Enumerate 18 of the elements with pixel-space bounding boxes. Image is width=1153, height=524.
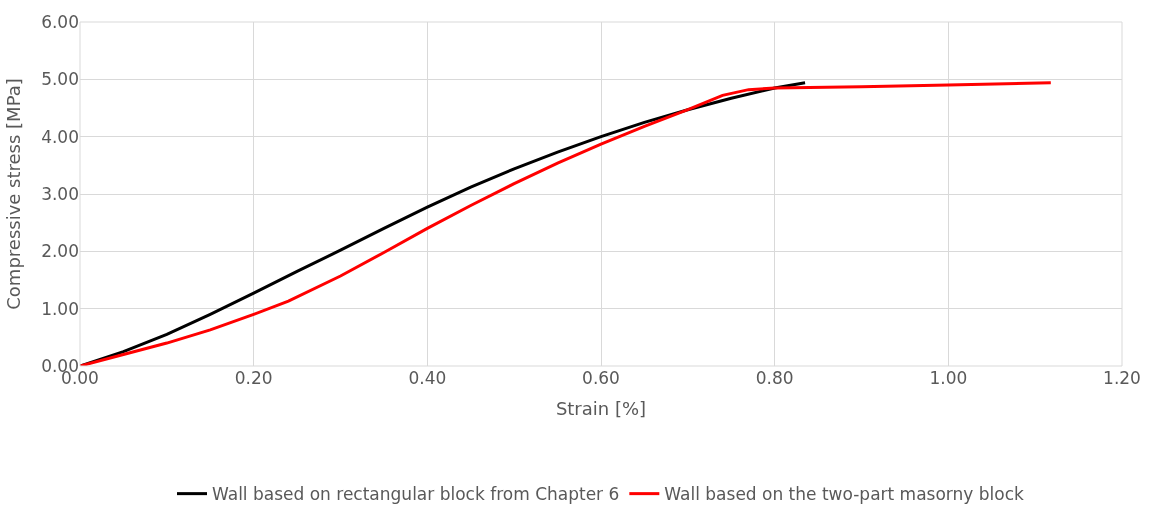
- line-series: [80, 81, 1053, 366]
- line-series: [80, 81, 807, 366]
- legend-label: Wall based on the two-part masorny block: [664, 484, 1025, 505]
- y-axis-title: Compressive stress [MPa]: [3, 78, 25, 310]
- y-tick-label: 6.00: [41, 11, 79, 32]
- x-tick-label: 0.40: [408, 368, 447, 388]
- y-tick-label: 1.00: [41, 298, 79, 319]
- y-tick-label: 2.00: [41, 241, 79, 262]
- x-tick-label: 0.20: [234, 368, 273, 388]
- x-tick-label: 1.20: [1103, 368, 1141, 388]
- y-tick-label: 4.00: [41, 126, 79, 147]
- x-tick-label: 0.80: [755, 368, 794, 388]
- x-axis-title: Strain [%]: [555, 398, 647, 420]
- y-tick-label: 5.00: [41, 69, 79, 90]
- x-tick-label: 1.00: [929, 368, 968, 388]
- y-tick-label: 3.00: [41, 183, 79, 204]
- legend-label: Wall based on rectangular block from Chapter 6: [212, 484, 620, 505]
- x-tick-label: 0.60: [582, 368, 620, 388]
